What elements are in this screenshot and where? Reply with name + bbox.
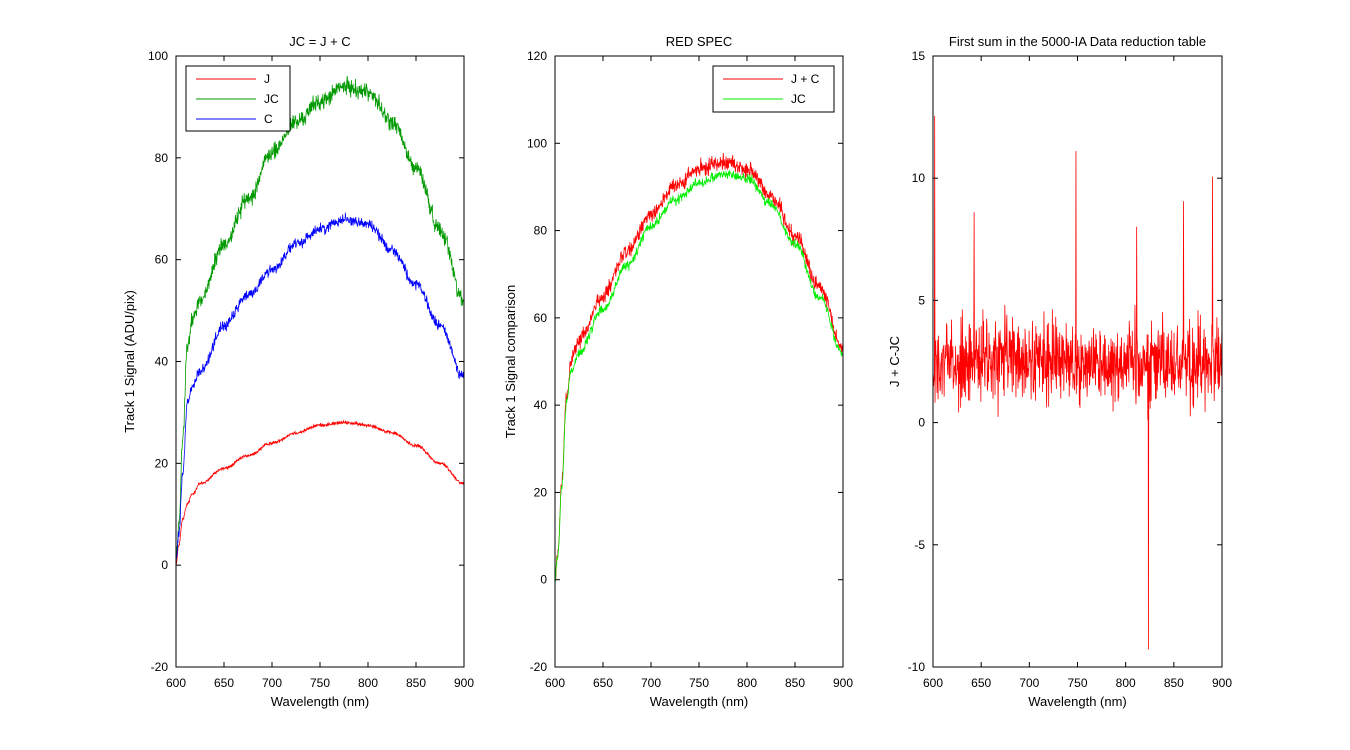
x-tick-label: 900	[833, 676, 853, 690]
y-tick-label: 10	[912, 171, 926, 185]
series-line-j-c	[555, 152, 843, 580]
x-tick-label: 650	[214, 676, 234, 690]
y-axis-label: Track 1 Signal comparison	[503, 285, 518, 438]
x-tick-label: 750	[1067, 676, 1087, 690]
legend-label-j-c: J + C	[791, 72, 820, 86]
y-tick-label: 15	[912, 49, 926, 63]
chart-title: JC = J + C	[289, 34, 350, 49]
y-axis-label: Track 1 Signal (ADU/pix)	[122, 290, 137, 433]
y-tick-label: 40	[155, 355, 169, 369]
y-tick-label: 60	[155, 253, 169, 267]
y-tick-label: 120	[527, 49, 547, 63]
x-axis-label: Wavelength (nm)	[1028, 694, 1127, 709]
x-tick-label: 650	[971, 676, 991, 690]
y-tick-label: 20	[534, 485, 548, 499]
y-tick-label: -20	[530, 660, 548, 674]
x-tick-label: 850	[406, 676, 426, 690]
x-tick-label: 700	[641, 676, 661, 690]
x-tick-label: 850	[1164, 676, 1184, 690]
y-tick-label: -10	[908, 660, 926, 674]
y-tick-label: 0	[918, 416, 925, 430]
y-tick-label: 100	[148, 49, 168, 63]
x-tick-label: 900	[1212, 676, 1232, 690]
x-tick-label: 750	[689, 676, 709, 690]
chart-panel-jc-sum: 600 650 700 750 800 850 900 -20 0 20 40 60 80 100 JC =…	[122, 34, 474, 709]
x-tick-label: 750	[310, 676, 330, 690]
legend: J JC C	[185, 65, 291, 132]
chart-panel-red-spec: 600 650 700 750 800 850 900 -20 0 20 40 60 80 100 120 R…	[503, 34, 853, 709]
x-tick-label: 900	[454, 676, 474, 690]
series-group	[176, 75, 464, 567]
legend-label-j: J	[264, 72, 270, 86]
chart-panel-difference: 600 650 700 750 800 850 900 -10 -5 0 5 10 15 First su…	[887, 34, 1232, 709]
y-tick-label: 0	[540, 573, 547, 587]
x-tick-label: 600	[166, 676, 186, 690]
series-line-difference	[933, 115, 1222, 650]
series-group	[933, 115, 1222, 650]
y-tick-label: 80	[534, 224, 548, 238]
plot-area	[555, 56, 843, 667]
legend-label-jc: JC	[264, 92, 279, 106]
x-tick-label: 650	[593, 676, 613, 690]
series-line-jc	[176, 75, 464, 566]
series-group	[555, 152, 843, 582]
chart-title: RED SPEC	[666, 34, 732, 49]
y-tick-label: 5	[918, 293, 925, 307]
y-tick-label: 20	[155, 456, 169, 470]
x-axis-label: Wavelength (nm)	[650, 694, 749, 709]
y-tick-label: -20	[151, 660, 169, 674]
legend: J + C JC	[712, 65, 835, 113]
x-tick-label: 800	[737, 676, 757, 690]
legend-label-c: C	[264, 112, 273, 126]
x-axis-label: Wavelength (nm)	[271, 694, 370, 709]
y-tick-label: -5	[914, 538, 925, 552]
x-tick-label: 850	[785, 676, 805, 690]
y-tick-label: 60	[534, 311, 548, 325]
legend-box	[712, 65, 835, 113]
legend-label-jc: JC	[791, 92, 806, 106]
series-line-jc	[555, 170, 843, 582]
y-tick-label: 80	[155, 151, 169, 165]
series-line-c	[176, 212, 464, 562]
y-axis-label: J + C-JC	[887, 336, 902, 387]
y-tick-label: 40	[534, 398, 548, 412]
y-tick-label: 100	[527, 136, 547, 150]
plot-area	[176, 56, 464, 667]
x-tick-label: 700	[1019, 676, 1039, 690]
x-tick-label: 600	[923, 676, 943, 690]
x-tick-label: 700	[262, 676, 282, 690]
y-tick-label: 0	[161, 558, 168, 572]
x-tick-label: 800	[1116, 676, 1136, 690]
chart-title: First sum in the 5000-IA Data reduction …	[949, 34, 1206, 49]
x-tick-label: 600	[545, 676, 565, 690]
x-tick-label: 800	[358, 676, 378, 690]
series-line-j	[176, 419, 464, 567]
